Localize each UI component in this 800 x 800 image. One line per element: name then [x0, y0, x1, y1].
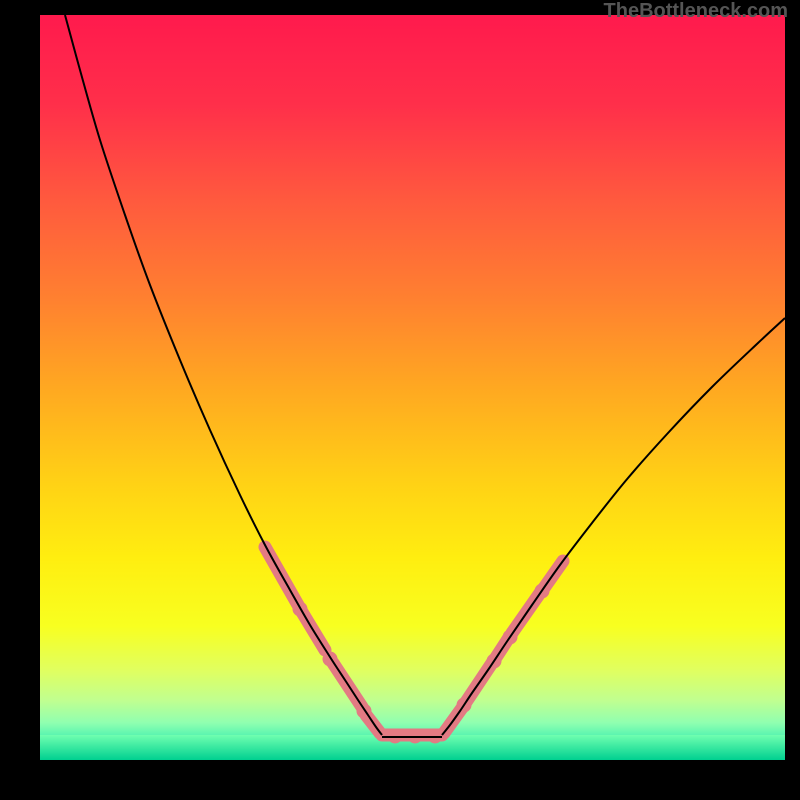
watermark-text: TheBottleneck.com: [604, 0, 788, 22]
plot-area: [40, 15, 785, 760]
curve-layer: [40, 15, 785, 760]
watermark: TheBottleneck.com: [604, 0, 788, 23]
